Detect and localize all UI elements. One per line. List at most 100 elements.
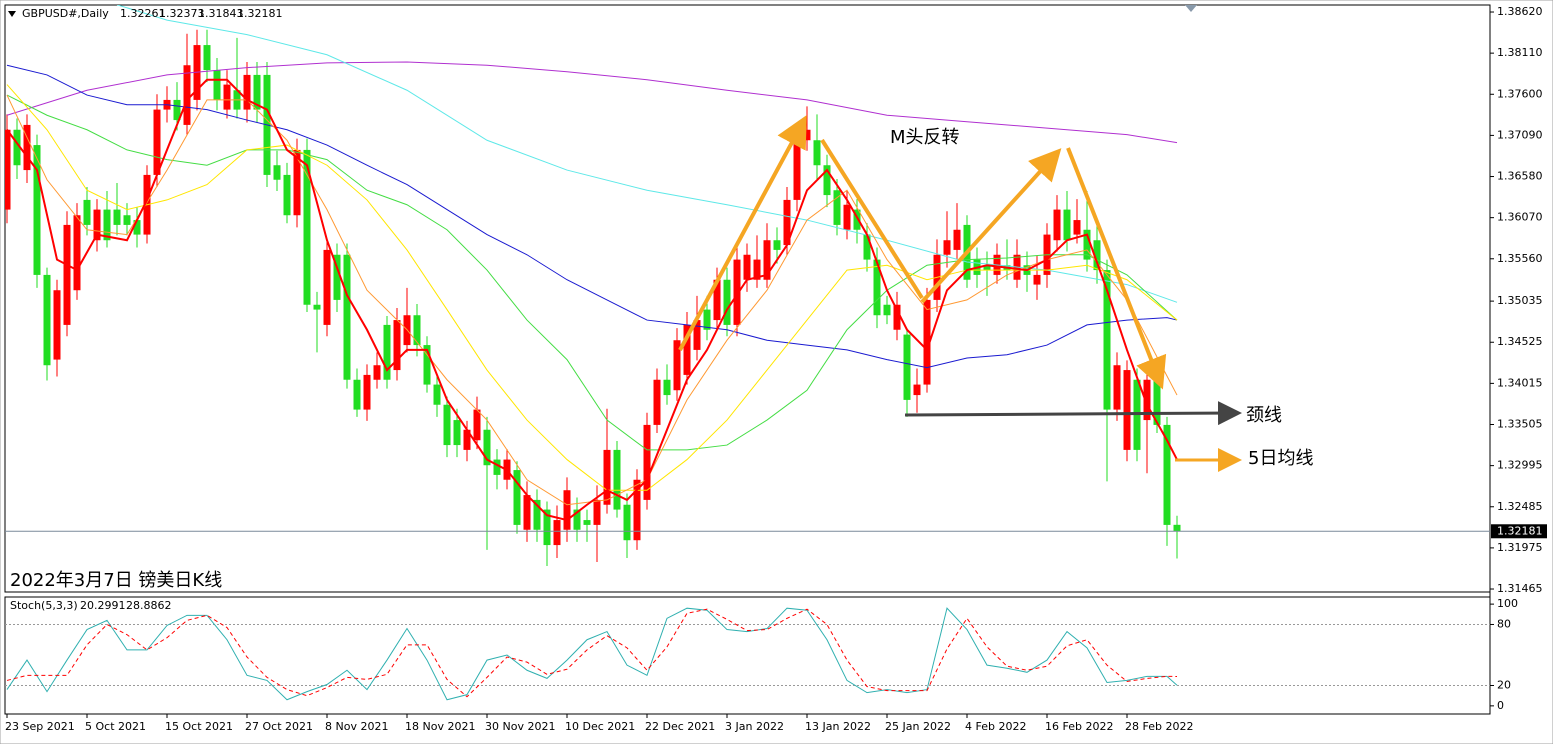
candle-body [723, 279, 731, 325]
candle-body [223, 84, 231, 110]
header-ohlc: 1.32373 [159, 7, 205, 20]
candle-body [983, 265, 991, 271]
x-tick-label: 8 Nov 2021 [325, 720, 388, 733]
symbol-label: GBPUSD#,Daily [22, 7, 109, 20]
candle-body [1033, 274, 1041, 285]
candle-body [943, 240, 951, 255]
candle-body [553, 520, 561, 546]
candle-body [73, 215, 81, 291]
candle-body [283, 174, 291, 216]
menu-arrow [8, 11, 16, 17]
y-tick-label: 1.38620 [1497, 5, 1543, 18]
candle-body [493, 459, 501, 475]
candle-body [1103, 270, 1111, 410]
candle-body [103, 209, 111, 241]
candle-body [5, 129, 11, 210]
neckline-arrow [904, 401, 1242, 426]
y-tick-label: 1.34015 [1497, 376, 1543, 389]
y-tick-label: 0 [1497, 699, 1504, 712]
y-tick-label: 1.35035 [1497, 294, 1543, 307]
moving-average [6, 94, 1178, 506]
candle-body [273, 165, 281, 180]
candle-body [603, 449, 611, 505]
x-tick-label: 3 Jan 2022 [725, 720, 784, 733]
candle-body [293, 149, 301, 216]
candle-body [433, 384, 441, 405]
stoch-title: Stoch(5,3,3) [10, 599, 78, 612]
candle-body [823, 165, 831, 196]
x-tick-label: 15 Oct 2021 [165, 720, 233, 733]
x-tick-label: 16 Feb 2022 [1045, 720, 1113, 733]
candle-body [533, 499, 541, 530]
candle-body [63, 224, 71, 325]
x-tick-label: 5 Oct 2021 [85, 720, 146, 733]
moving-average [6, 64, 1178, 369]
stoch-value: 20.2991 [80, 599, 126, 612]
candle-body [653, 379, 661, 425]
pattern-label: M头反转 [890, 127, 960, 148]
candle-body [363, 374, 371, 410]
y-tick-label: 1.32485 [1497, 500, 1543, 513]
candle-body [253, 74, 261, 110]
candle-body [383, 324, 391, 380]
y-tick-label: 80 [1497, 617, 1511, 630]
candle-body [133, 220, 141, 235]
y-tick-label: 1.33505 [1497, 418, 1543, 431]
y-tick-label: 1.38110 [1497, 46, 1543, 59]
x-tick-label: 28 Feb 2022 [1125, 720, 1193, 733]
candle-body [643, 424, 651, 500]
candle-body [763, 240, 771, 280]
candle-body [23, 124, 31, 171]
y-tick-label: 1.35560 [1497, 252, 1543, 265]
candle-body [123, 215, 131, 225]
stoch-plot [5, 607, 1490, 701]
candle-body [323, 249, 331, 325]
y-tick-label: 100 [1497, 597, 1518, 610]
candle-body [53, 290, 61, 360]
stoch-panel [4, 596, 1491, 715]
moving-average [6, 94, 1178, 451]
candle-body [753, 259, 761, 280]
candle-body [83, 199, 91, 225]
candle-body [333, 254, 341, 300]
chart-title: 2022年3月7日 镑美日K线 [10, 570, 222, 591]
candle-body [623, 504, 631, 541]
candle-body [413, 315, 421, 346]
x-tick-label: 23 Sep 2021 [5, 720, 75, 733]
candle-body [843, 204, 851, 230]
candle-body [803, 129, 811, 141]
candle-body [13, 129, 21, 166]
candle-body [1173, 524, 1181, 532]
candle-body [593, 499, 601, 525]
candle-body [633, 479, 641, 541]
candle-body [913, 384, 921, 396]
candle-body [783, 199, 791, 246]
x-tick-label: 22 Dec 2021 [645, 720, 715, 733]
current-price-box [1491, 524, 1547, 539]
x-tick-label: 30 Nov 2021 [485, 720, 555, 733]
candle-body [663, 379, 671, 396]
candle-body [743, 254, 751, 280]
header-ohlc: 1.31843 [198, 7, 244, 20]
candle-body [773, 240, 781, 250]
x-tick-label: 10 Dec 2021 [565, 720, 635, 733]
candle-body [173, 99, 181, 121]
candle-body [583, 520, 591, 525]
candle-body [93, 209, 101, 241]
moving-average [6, 61, 1178, 144]
candle-body [873, 259, 881, 316]
x-tick-label: 13 Jan 2022 [805, 720, 871, 733]
x-tick-label: 18 Nov 2021 [405, 720, 475, 733]
candle-body [543, 509, 551, 546]
x-tick-label: 25 Jan 2022 [885, 720, 951, 733]
header-ohlc: 1.32261 [120, 7, 166, 20]
moving-average [6, 84, 1178, 491]
candle-body [1163, 424, 1171, 525]
candle-body [1073, 220, 1081, 235]
candle-body [573, 509, 581, 530]
y-tick-label: 1.37600 [1497, 87, 1543, 100]
candle-body [693, 320, 701, 350]
stoch-value: 28.8862 [126, 599, 172, 612]
candle-body [373, 365, 381, 380]
